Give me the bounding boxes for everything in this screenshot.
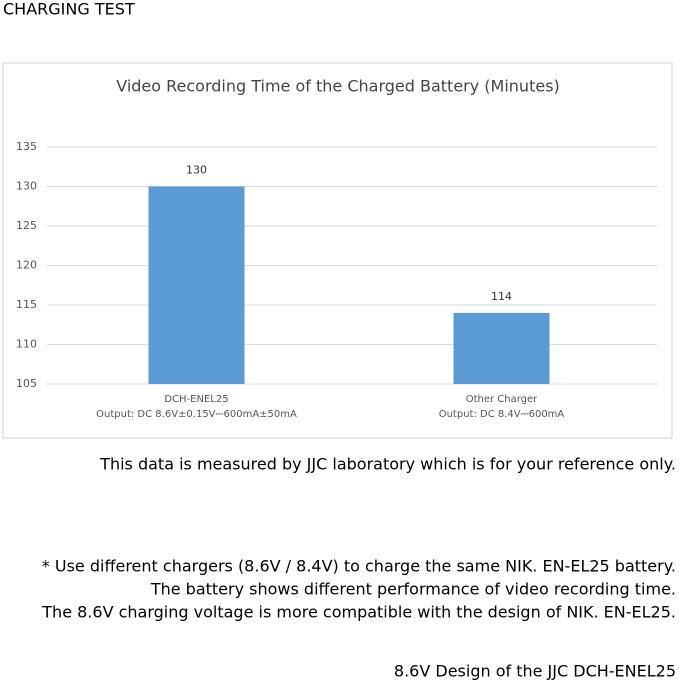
- y-tick-label: 120: [16, 259, 37, 272]
- footer: 8.6V Design of the JJC DCH-ENEL25: [394, 662, 676, 681]
- y-tick-label: 110: [16, 338, 37, 351]
- y-tick-label: 115: [16, 298, 37, 311]
- data-label: 130: [186, 164, 207, 177]
- x-tick-detail: Output: DC 8.4V⎓600mA: [439, 409, 565, 420]
- y-tick-label: 130: [16, 180, 37, 193]
- x-tick-label: Other Charger: [466, 394, 538, 405]
- y-tick-label: 105: [16, 377, 37, 390]
- y-tick-label: 125: [16, 219, 37, 232]
- disclaimer: This data is measured by JJC laboratory …: [99, 455, 676, 474]
- note-line: The battery shows different performance …: [150, 580, 676, 599]
- data-label: 114: [491, 290, 512, 303]
- x-tick-detail: Output: DC 8.6V±0.15V⎓600mA±50mA: [96, 409, 297, 420]
- chart-frame: [2, 62, 673, 439]
- page-title: CHARGING TEST: [3, 0, 135, 19]
- chart-title: Video Recording Time of the Charged Batt…: [116, 77, 560, 96]
- bar: [148, 186, 245, 384]
- x-tick-label: DCH-ENEL25: [164, 394, 228, 405]
- note-line: * Use different chargers (8.6V / 8.4V) t…: [42, 557, 676, 576]
- note-line: The 8.6V charging voltage is more compat…: [41, 603, 676, 622]
- bar: [453, 312, 550, 384]
- y-tick-label: 135: [16, 140, 37, 153]
